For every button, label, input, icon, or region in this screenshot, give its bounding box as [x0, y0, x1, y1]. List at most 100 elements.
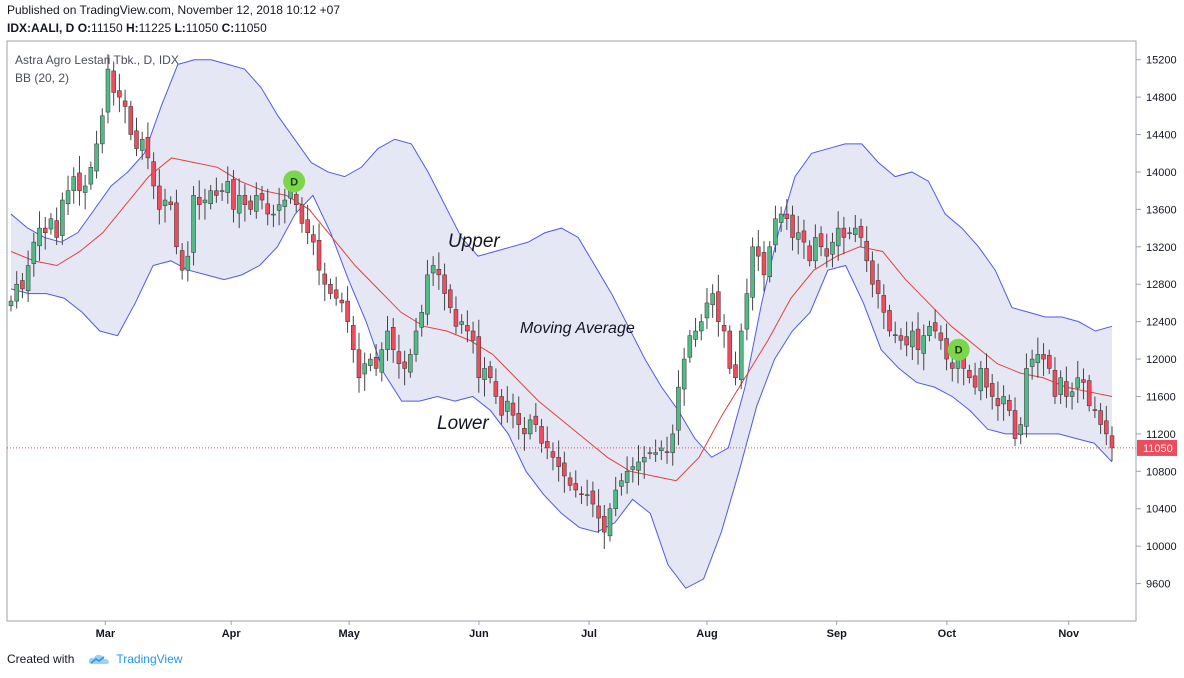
- candle: [853, 215, 858, 243]
- y-tick-label: 12000: [1146, 354, 1177, 366]
- candle: [567, 472, 573, 491]
- candle: [1052, 357, 1058, 404]
- candle-body: [562, 462, 567, 477]
- candle: [351, 316, 356, 363]
- candle: [847, 227, 852, 240]
- candle: [505, 386, 510, 423]
- tradingview-brand[interactable]: TradingView: [80, 652, 182, 666]
- candle: [225, 166, 231, 204]
- candle: [476, 319, 482, 393]
- dividend-marker-label: D: [290, 176, 298, 188]
- candle-body: [556, 457, 561, 467]
- candle: [1012, 397, 1018, 447]
- candle: [1069, 382, 1075, 410]
- candle: [744, 278, 750, 341]
- candle-body: [795, 232, 801, 240]
- candle-body: [134, 130, 139, 149]
- candle-body: [699, 321, 704, 332]
- candle-body: [42, 227, 48, 234]
- candle-body: [693, 330, 698, 340]
- candle: [641, 446, 647, 479]
- annotation-lower: Lower: [437, 413, 489, 434]
- candle: [738, 323, 744, 389]
- candle: [647, 447, 653, 460]
- candle-body: [299, 204, 305, 224]
- candle-body: [1046, 355, 1052, 369]
- candle-body: [761, 252, 767, 276]
- candle: [516, 396, 521, 440]
- candle-body: [31, 241, 37, 264]
- candle-body: [122, 100, 128, 107]
- candle: [624, 456, 630, 494]
- candle-body: [807, 245, 812, 262]
- candles[interactable]: [7, 54, 1136, 549]
- candle: [750, 237, 755, 311]
- candle: [265, 188, 270, 226]
- candle: [390, 317, 396, 363]
- open-label: O:: [77, 21, 92, 35]
- candle-body: [1012, 410, 1018, 439]
- y-tick-label: 13200: [1146, 242, 1177, 254]
- candle-body: [48, 218, 54, 230]
- candle-body: [470, 330, 476, 341]
- candle: [202, 188, 208, 220]
- candle: [619, 473, 624, 496]
- candle-body: [636, 461, 641, 471]
- candle: [978, 360, 984, 401]
- close-value: 11050: [234, 21, 267, 35]
- candle-body: [704, 302, 710, 319]
- low-value: 11050: [185, 21, 219, 35]
- candle: [579, 486, 584, 505]
- y-tick-label: 14000: [1146, 167, 1177, 179]
- candle: [835, 211, 841, 261]
- brand-label: TradingView: [116, 652, 183, 666]
- dividend-markers[interactable]: DD: [283, 170, 970, 361]
- candle: [328, 278, 333, 300]
- candle-body: [1052, 370, 1058, 397]
- last-price-badge-bg: [1137, 439, 1177, 456]
- candle-body: [328, 283, 333, 294]
- candle-body: [191, 195, 196, 253]
- candle: [904, 321, 909, 357]
- candle: [111, 61, 116, 106]
- candle-body: [208, 190, 213, 205]
- candle-body: [773, 218, 778, 246]
- candle: [1001, 385, 1006, 421]
- candle: [482, 357, 487, 397]
- candle: [562, 451, 567, 493]
- candle-body: [767, 246, 772, 277]
- candle: [174, 189, 179, 255]
- candle: [1098, 403, 1103, 434]
- candle-body: [1109, 435, 1115, 449]
- candle: [841, 216, 847, 255]
- time-axis[interactable]: Mar Apr May Jun Jul Aug Sep Oct Nov: [96, 621, 1080, 640]
- x-tick-label: Mar: [96, 628, 116, 640]
- candle: [573, 470, 579, 498]
- y-tick-label: 10000: [1146, 541, 1177, 553]
- candle-body: [584, 494, 590, 496]
- candle-body: [676, 386, 681, 431]
- candle-body: [647, 452, 653, 454]
- candle: [522, 417, 527, 451]
- candle: [333, 276, 339, 306]
- price-axis[interactable]: 9600 10000 10400 10800 11200 11600 12000 12400 1…: [1136, 55, 1177, 591]
- candle: [607, 503, 613, 542]
- candle-body: [904, 336, 909, 346]
- candle-body: [1029, 358, 1035, 367]
- candle: [824, 233, 830, 268]
- candle-body: [242, 195, 248, 205]
- candle-body: [219, 190, 225, 192]
- candle-body: [390, 327, 396, 350]
- candle: [254, 182, 259, 219]
- candle-body: [1098, 410, 1103, 425]
- candle: [1035, 337, 1041, 378]
- candle-body: [236, 195, 242, 214]
- candle: [339, 292, 345, 313]
- candle: [231, 170, 236, 223]
- candle-body: [1041, 354, 1046, 360]
- candle: [499, 389, 504, 425]
- candle: [898, 328, 904, 350]
- candle: [881, 284, 887, 330]
- candle-body: [967, 370, 972, 379]
